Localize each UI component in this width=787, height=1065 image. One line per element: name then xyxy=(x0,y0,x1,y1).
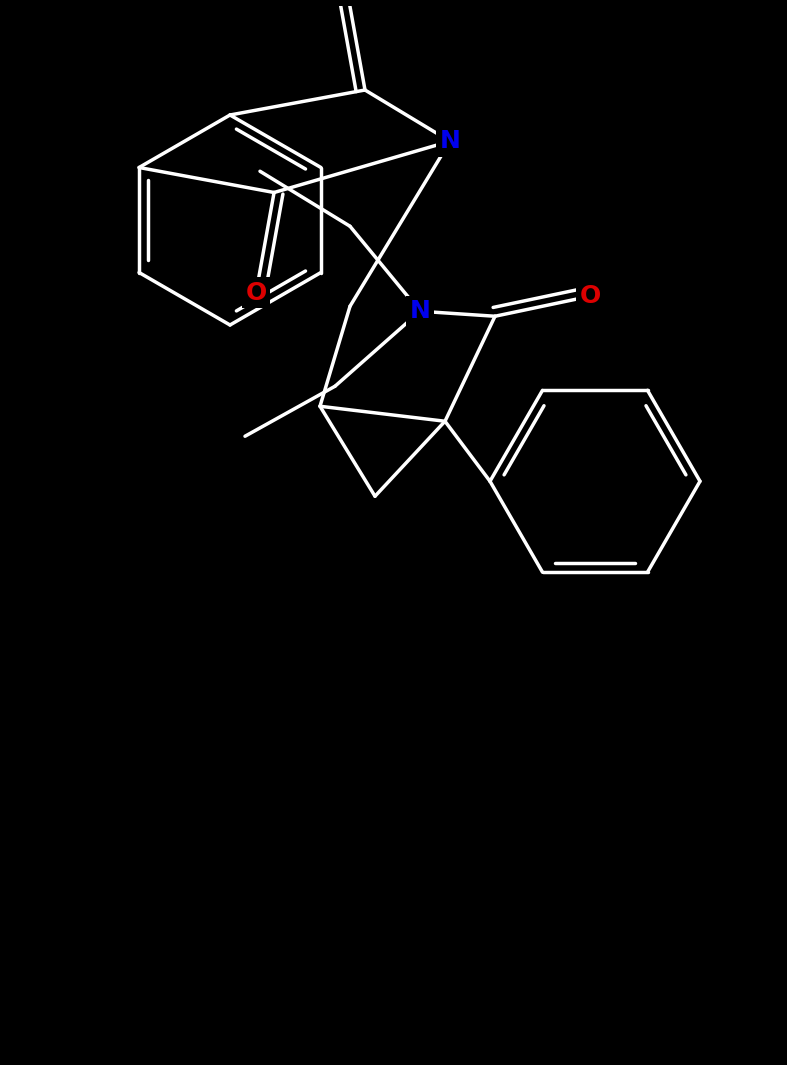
Text: O: O xyxy=(336,0,357,2)
Text: N: N xyxy=(409,299,430,324)
Text: N: N xyxy=(440,129,460,153)
Text: O: O xyxy=(579,284,600,308)
Text: O: O xyxy=(246,280,267,305)
